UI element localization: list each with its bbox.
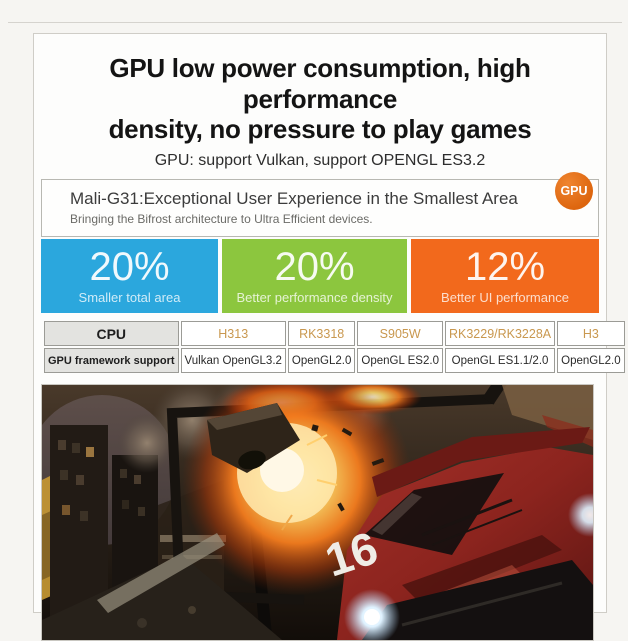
stat-label: Smaller total area	[78, 290, 181, 306]
banner-title: Mali-G31:Exceptional User Experience in …	[70, 189, 518, 209]
table-cell-gl: OpenGL2.0	[557, 348, 625, 374]
table-cell-gl: OpenGL2.0	[287, 348, 356, 374]
stat-value: 20%	[89, 244, 170, 289]
stats-row: 20% Smaller total area 20% Better perfor…	[41, 239, 599, 314]
flying-car-debris	[207, 403, 300, 474]
mali-g31-banner: Mali-G31:Exceptional User Experience in …	[41, 172, 599, 238]
table-cell-gl: OpenGL ES2.0	[357, 348, 443, 374]
gpu-badge-icon: GPU	[555, 172, 593, 211]
table-cell-gl: OpenGL ES1.1/2.0	[444, 348, 556, 374]
table-header-cpu: CPU	[44, 321, 179, 347]
car-spoiler	[372, 427, 590, 498]
stat-label: Better UI performance	[441, 290, 569, 306]
page-title: GPU low power consumption, high performa…	[40, 53, 600, 145]
banner-subtitle: Bringing the Bifrost architecture to Ult…	[70, 212, 373, 227]
page-subtitle: GPU: support Vulkan, support OPENGL ES3.…	[154, 152, 486, 170]
stat-value: 20%	[274, 244, 355, 289]
stat-box-ui-performance: 12% Better UI performance	[411, 239, 599, 314]
title-line2: density, no pressure to play games	[108, 114, 532, 145]
cpu-comparison-table: CPU H313 RK3318 S905W RK3229/RK3228A H3 …	[42, 319, 627, 375]
stat-box-performance-density: 20% Better performance density	[222, 239, 407, 314]
game-screenshot: 16	[41, 384, 594, 641]
table-cell-chip: S905W	[357, 321, 443, 347]
debris-sparks	[281, 424, 385, 531]
table-cell-chip: H313	[180, 321, 286, 347]
table-row-gpu-support: GPU framework support Vulkan OpenGL3.2 O…	[44, 348, 625, 374]
headlight-glow-right	[568, 493, 593, 538]
table-cell-chip: RK3229/RK3228A	[444, 321, 556, 347]
car-windshield	[364, 473, 504, 556]
content-frame: GPU low power consumption, high performa…	[33, 33, 625, 641]
title-line1: GPU low power consumption, high performa…	[109, 53, 531, 114]
game-scene-svg: 16	[42, 385, 593, 641]
top-divider	[8, 22, 622, 23]
table-header-gpu-support: GPU framework support	[44, 348, 179, 374]
stat-value: 12%	[464, 244, 546, 289]
stat-label: Better performance density	[236, 290, 393, 306]
stat-box-smaller-area: 20% Smaller total area	[41, 239, 218, 314]
table-cell-gl: Vulkan OpenGL3.2	[180, 348, 286, 374]
table-cell-chip: H3	[557, 321, 625, 347]
table-cell-chip: RK3318	[287, 321, 356, 347]
road-rubble	[42, 533, 282, 641]
table-row-cpu: CPU H313 RK3318 S905W RK3229/RK3228A H3	[44, 321, 625, 347]
